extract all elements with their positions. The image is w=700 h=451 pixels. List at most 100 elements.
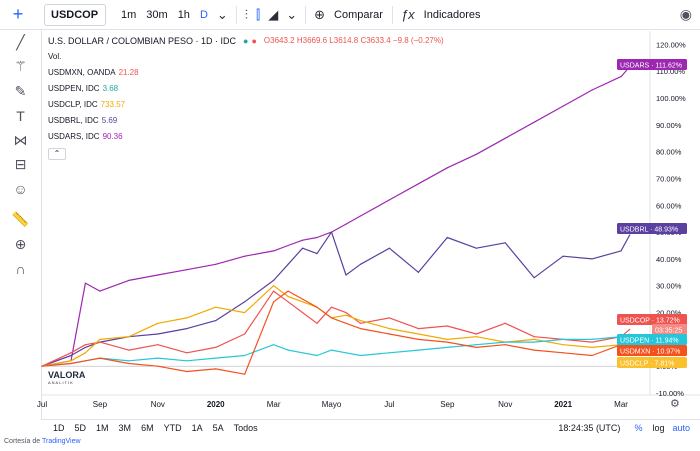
data-point-usdars (244, 255, 246, 257)
compare-button[interactable]: Comparar (334, 8, 383, 21)
data-point-usdpen (157, 357, 159, 359)
data-point-usdclp (345, 314, 347, 316)
camera-icon[interactable]: ◉ (679, 6, 692, 22)
price-badge-bg (652, 324, 687, 335)
data-point-usdars (128, 279, 130, 281)
data-point-usdpen (359, 354, 362, 357)
utc-clock[interactable]: 18:24:35 (UTC) (558, 422, 621, 433)
data-point-usdpen (533, 341, 535, 343)
legend-row: USDMXN, OANDA 21.28 (48, 65, 444, 81)
data-point-usdmxn (70, 362, 72, 365)
compare-plus-icon[interactable]: ⊕ (314, 6, 326, 22)
candle-style-icon[interactable]: ⫿ (256, 6, 261, 22)
magnet-icon[interactable]: ∩ (15, 260, 26, 277)
interval-1h[interactable]: 1h (177, 8, 190, 21)
volume-label: Vol. (48, 52, 62, 61)
measure-icon[interactable]: 📏 (11, 211, 30, 228)
text-icon[interactable]: T (16, 107, 25, 124)
area-style-icon[interactable]: ◢ (268, 6, 279, 22)
range-1d[interactable]: 1D (53, 422, 65, 433)
data-point-usdars (273, 250, 275, 252)
zoom-in-icon[interactable]: ⊕ (14, 235, 27, 252)
emoji-icon[interactable]: ☺ (13, 181, 28, 198)
data-point-usdmxn (562, 352, 564, 354)
bar-style-icon[interactable]: ⫶ (244, 6, 249, 22)
legend-value: 21.28 (118, 68, 139, 77)
chevron-down-icon[interactable]: ⌄ (216, 6, 228, 22)
data-point-usdclp (562, 344, 564, 346)
data-point-usdcop (186, 352, 188, 354)
tradingview-link[interactable]: TradingView (42, 438, 81, 445)
x-tick-label: Sep (440, 400, 455, 409)
data-point-usdars (533, 121, 535, 123)
pitchfork-icon[interactable]: ⚚ (14, 58, 27, 75)
data-point-usdpen (562, 338, 564, 340)
data-point-usdpen (128, 360, 130, 362)
data-point-usdars (417, 183, 419, 185)
range-3m[interactable]: 3M (118, 422, 132, 433)
data-point-usdbrl (70, 354, 72, 357)
ruler-range-icon[interactable]: ⊟ (14, 156, 27, 173)
range-all[interactable]: Todos (233, 422, 258, 433)
data-point-usdars (591, 89, 593, 91)
data-point-usdmxn (345, 322, 347, 324)
data-point-usdbrl (186, 328, 188, 330)
data-point-usdclp (591, 346, 593, 349)
data-point-usdpen (388, 352, 391, 354)
series-line-usdbrl (41, 231, 631, 367)
price-badge-text: USDMXN · 10.97% (620, 349, 680, 356)
function-icon[interactable]: ƒx (400, 7, 415, 22)
gear-icon[interactable]: ⚙ (670, 398, 680, 410)
credits: Cortesía de TradingView (4, 438, 81, 445)
y-tick-label: 90.00% (656, 121, 682, 130)
data-point-usdclp (359, 320, 362, 322)
data-point-usdcop (244, 333, 246, 335)
auto-toggle[interactable]: auto (672, 422, 690, 433)
data-point-usdclp (417, 333, 419, 335)
legend-row: USDBRL, IDC 5.69 (48, 113, 444, 129)
range-6m[interactable]: 6M (141, 422, 154, 433)
indicators-button[interactable]: Indicadores (423, 8, 481, 21)
crosshair-icon[interactable]: + (12, 4, 24, 24)
data-point-usdbrl (273, 279, 275, 281)
pattern-icon[interactable]: ⋈ (13, 131, 28, 148)
data-point-usdmxn (84, 360, 87, 362)
symbol-search-input[interactable]: USDCOP (44, 3, 106, 26)
range-5d[interactable]: 5D (74, 422, 87, 433)
legend-label: USDPEN, IDC (48, 84, 100, 93)
drawing-toolbar: ╱ ⚚ ✎ T ⋈ ⊟ ☺ 📏 ⊕ ∩ (0, 30, 42, 420)
data-point-usdbrl (504, 242, 506, 244)
data-point-usdbrl (215, 320, 217, 322)
percent-toggle[interactable]: % (634, 422, 643, 433)
data-point-usdclp (84, 352, 87, 354)
trend-line-icon[interactable]: ╱ (16, 33, 25, 50)
data-point-usdmxn (388, 333, 391, 335)
status-dot-icon: ● (243, 36, 249, 46)
data-point-usdcop (301, 311, 304, 314)
range-ytd[interactable]: YTD (163, 422, 182, 433)
legend-row: USDPEN, IDC 3.68 (48, 81, 444, 97)
data-point-usdbrl (629, 234, 631, 236)
brush-icon[interactable]: ✎ (14, 82, 27, 99)
chevron-up-icon[interactable]: ⌃ (48, 148, 66, 160)
data-point-usdars (359, 215, 362, 217)
data-point-usdcop (475, 333, 477, 335)
range-1a[interactable]: 1A (191, 422, 203, 433)
data-point-usdbrl (287, 263, 289, 265)
price-badge-text: USDARS · 111.62% (620, 63, 682, 70)
range-1m[interactable]: 1M (96, 422, 109, 433)
log-toggle[interactable]: log (652, 422, 665, 433)
range-5a[interactable]: 5A (212, 422, 224, 433)
data-point-usdcop (128, 349, 130, 351)
data-point-usdclp (157, 322, 159, 324)
interval-30m[interactable]: 30m (146, 8, 168, 21)
data-point-usdmxn (41, 365, 43, 367)
chevron-down-icon[interactable]: ⌄ (286, 6, 298, 22)
data-point-usdpen (316, 354, 318, 357)
data-point-usdars (388, 199, 391, 201)
interval-1m[interactable]: 1m (121, 8, 137, 21)
data-point-usdmxn (99, 357, 101, 359)
interval-d[interactable]: D (199, 8, 208, 21)
